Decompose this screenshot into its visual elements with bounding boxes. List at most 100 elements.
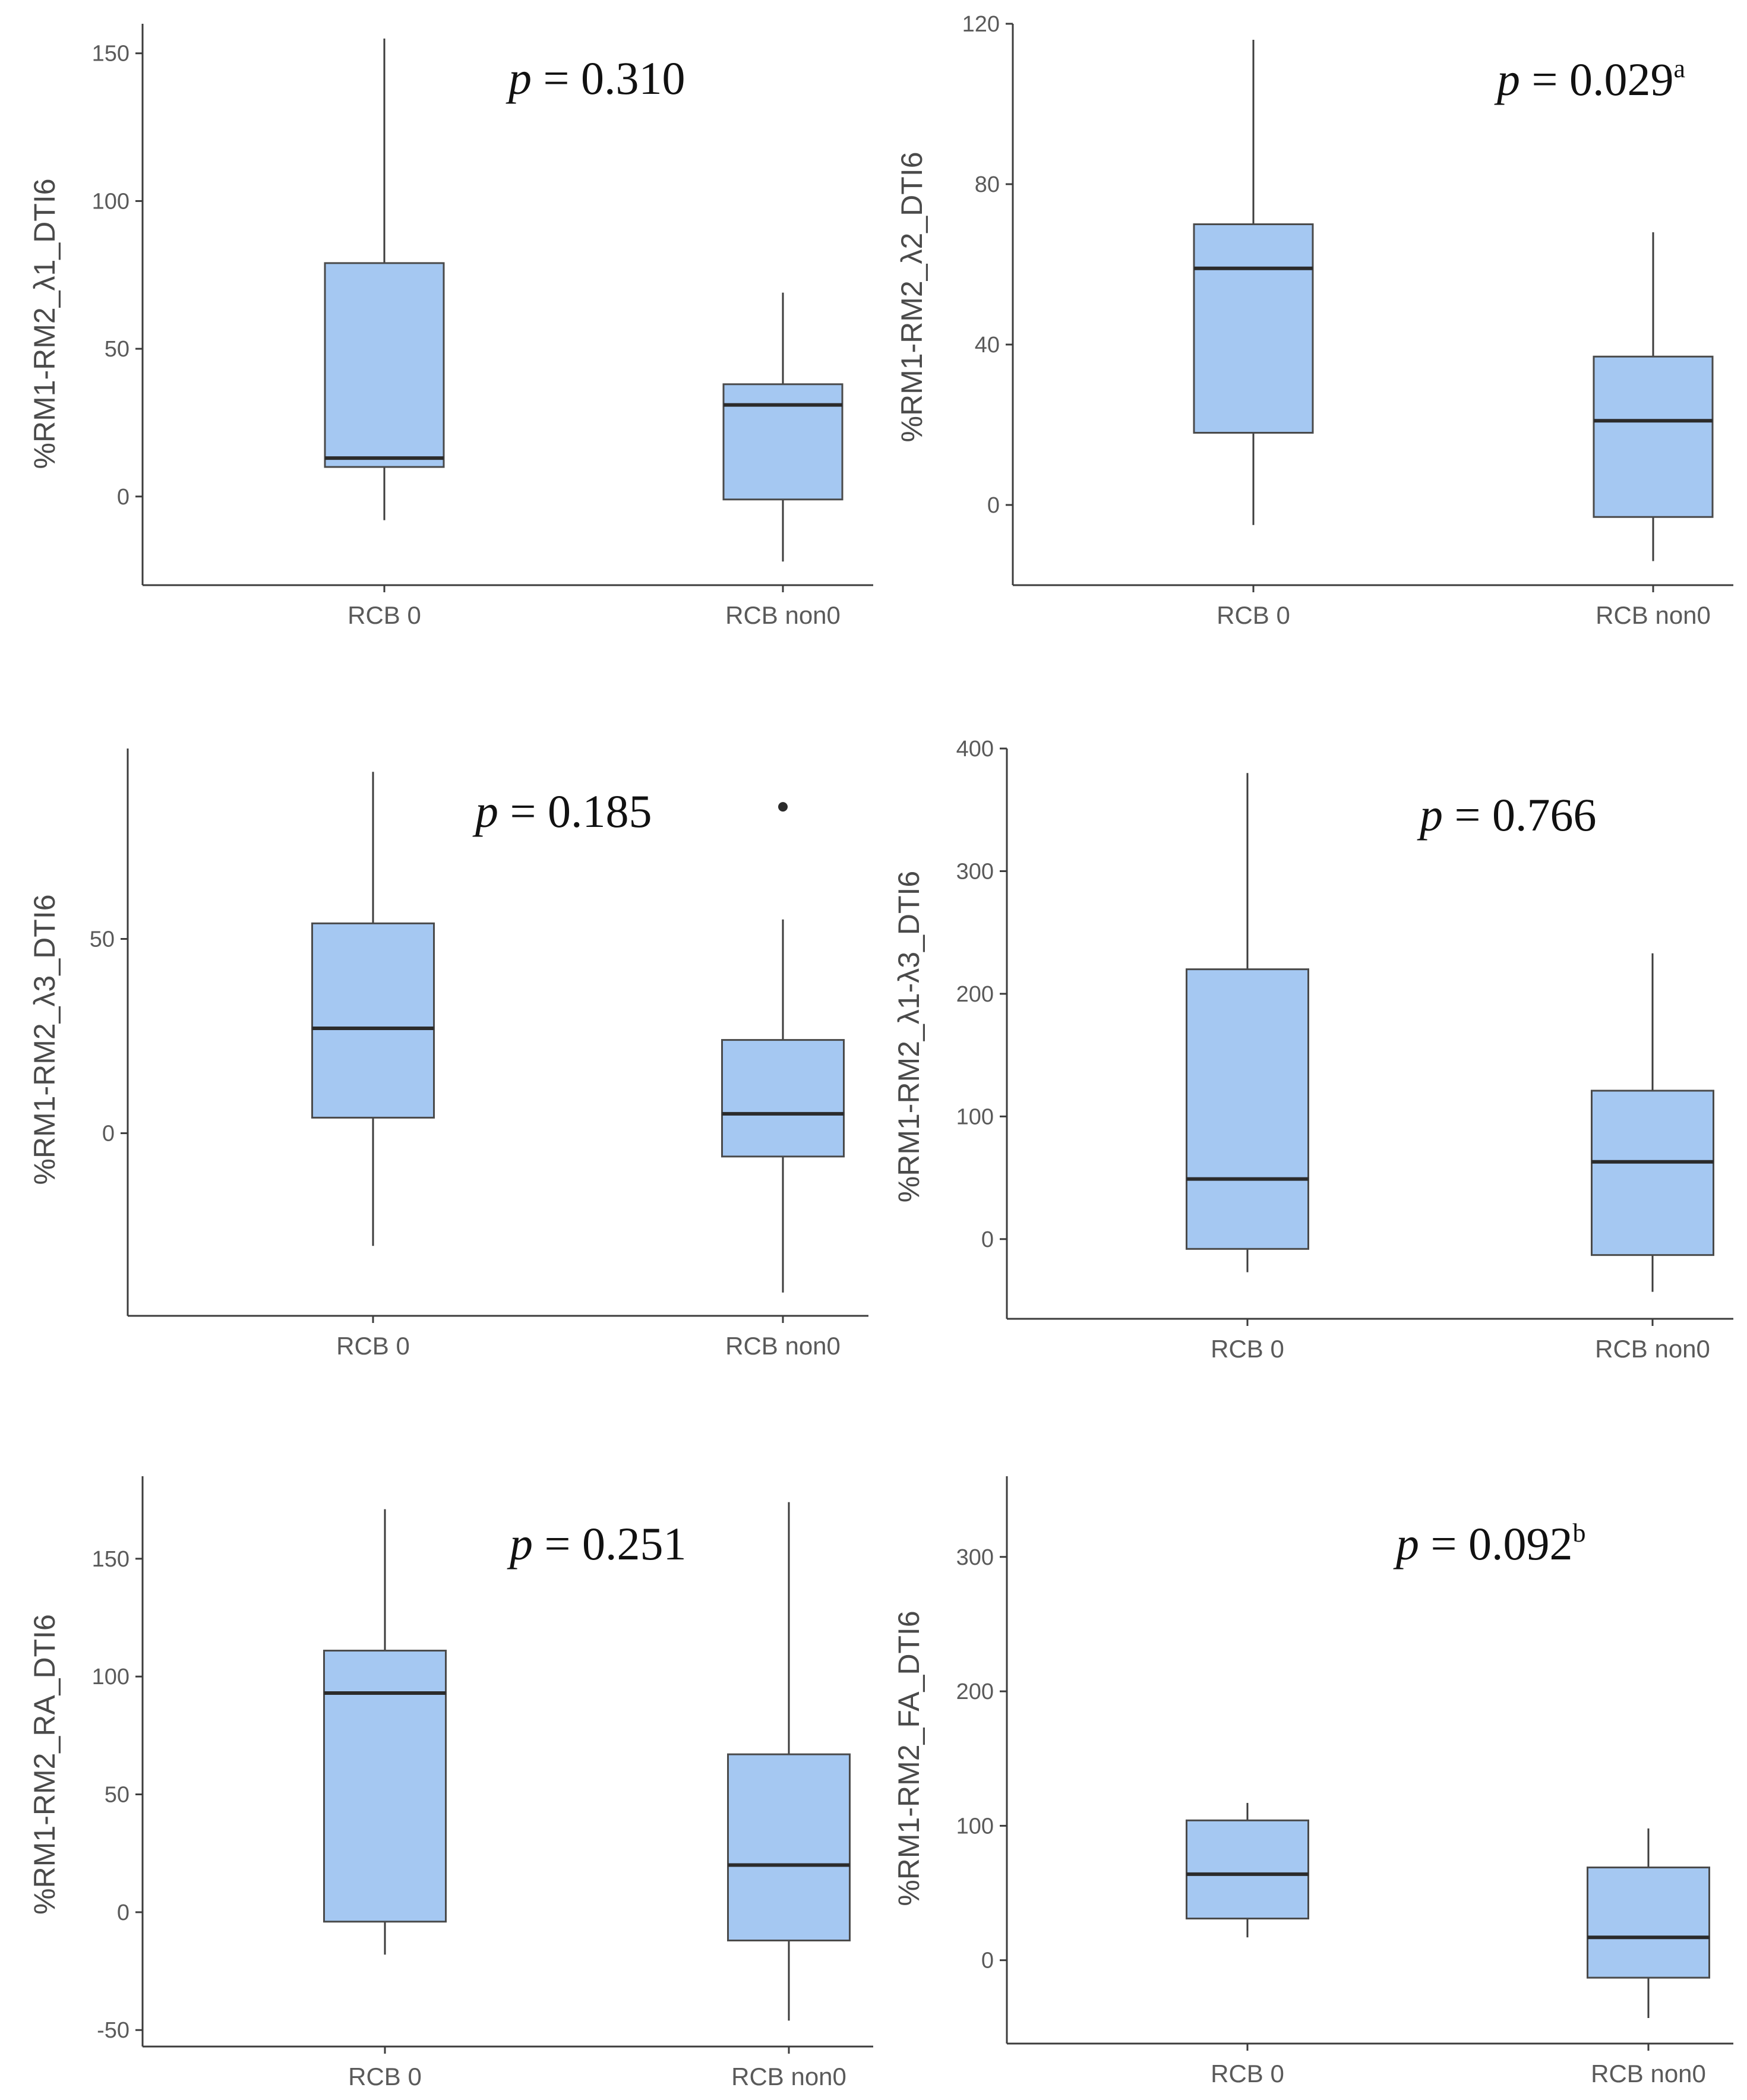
x-category-label: RCB 0 (1211, 1335, 1284, 1363)
iqr-box (1587, 1867, 1710, 1979)
x-category-label: RCB non0 (1591, 2060, 1706, 2088)
iqr-box (1591, 1090, 1714, 1256)
y-tick-label: 0 (102, 1122, 115, 1147)
y-tick-label: 80 (975, 172, 1000, 197)
plot-area: 0 100 200 300 RCB 0 RCB non0 (956, 1476, 1733, 2088)
iqr-box (323, 1650, 447, 1923)
p-superscript: b (1573, 1518, 1586, 1548)
box-rcb-non0 (1593, 232, 1714, 561)
iqr-box (324, 262, 445, 468)
p-symbol: p (472, 785, 498, 837)
panel-4: %RM1-RM2_λ1-λ3_DTI6 p = 0.766 0 100 200 300… (892, 737, 1733, 1363)
iqr-box (1186, 968, 1309, 1250)
y-axis-title: %RM1-RM2_λ2_DTI6 (895, 151, 928, 442)
p-value-text: = 0.310 (532, 52, 685, 104)
y-tick-label: 40 (975, 333, 1000, 358)
y-tick-label: 0 (987, 493, 1000, 518)
x-category-label: RCB 0 (1211, 2060, 1284, 2088)
p-value-annotation: p = 0.029a (1494, 53, 1685, 105)
y-tick-label: 0 (117, 1900, 129, 1925)
p-value-text: = 0.766 (1443, 789, 1597, 841)
p-value-annotation: p = 0.766 (1417, 789, 1597, 841)
y-tick-label: 100 (92, 1665, 129, 1690)
box-rcb-non0 (1591, 953, 1714, 1292)
y-tick-label: 200 (956, 982, 994, 1007)
y-tick-label: 0 (981, 1949, 994, 1973)
p-value-text: = 0.092 (1419, 1518, 1573, 1570)
iqr-box (722, 383, 844, 501)
plot-area: -50 0 50 100 150 RCB 0 RCB non0 (92, 1476, 873, 2090)
y-tick-label: 150 (92, 1547, 129, 1572)
p-superscript: a (1674, 54, 1686, 83)
p-value-text: = 0.029 (1520, 53, 1674, 105)
y-tick-label: 120 (962, 12, 1000, 37)
p-symbol: p (1417, 789, 1443, 841)
y-tick-label: 50 (105, 1783, 129, 1808)
box-rcb-0 (1186, 1802, 1309, 1938)
panel-1: %RM1-RM2_λ1_DTI6 p = 0.310 0 50 100 150 RCB … (28, 24, 873, 629)
p-value-annotation: p = 0.092b (1393, 1518, 1586, 1570)
y-axis-title: %RM1-RM2_λ3_DTI6 (28, 894, 61, 1185)
y-tick-label: 50 (105, 337, 129, 362)
plot-area: 0 40 80 120 RCB 0 RCB non0 (962, 12, 1733, 629)
iqr-box (311, 922, 435, 1119)
y-tick-label: 100 (92, 189, 129, 214)
plot-area: 0 100 200 300 400 RCB 0 RCB non0 (956, 737, 1733, 1363)
y-axis-title: %RM1-RM2_λ1_DTI6 (28, 178, 61, 469)
y-tick-label: 100 (956, 1814, 994, 1839)
panel-2: %RM1-RM2_λ2_DTI6 p = 0.029a 0 40 80 120 RCB … (895, 12, 1733, 629)
panel-5: %RM1-RM2_RA_DTI6 p = 0.251 -50 0 50 100 150 R… (28, 1476, 873, 2090)
x-category-label: RCB non0 (1595, 1335, 1710, 1363)
box-rcb-0 (1193, 40, 1314, 525)
p-symbol: p (506, 52, 532, 104)
p-value-text: = 0.185 (498, 785, 652, 837)
x-category-label: RCB 0 (336, 1332, 410, 1360)
iqr-box (1186, 1819, 1309, 1920)
p-value-text: = 0.251 (533, 1518, 687, 1570)
p-value-annotation: p = 0.185 (472, 785, 652, 837)
x-category-label: RCB 0 (348, 2063, 422, 2090)
panel-3: %RM1-RM2_λ3_DTI6 p = 0.185 0 50 RCB 0 RCB n… (28, 749, 868, 1360)
y-tick-label: 0 (981, 1227, 994, 1252)
p-value-annotation: p = 0.310 (506, 52, 685, 104)
y-tick-label: 150 (92, 42, 129, 67)
y-axis-title: %RM1-RM2_FA_DTI6 (892, 1610, 925, 1906)
x-category-label: RCB non0 (1596, 601, 1711, 629)
p-symbol: p (1494, 53, 1520, 105)
y-tick-label: 200 (956, 1679, 994, 1704)
y-tick-label: 300 (956, 1545, 994, 1570)
p-value-annotation: p = 0.251 (507, 1518, 687, 1570)
iqr-box (727, 1753, 851, 1941)
plot-area: 0 50 RCB 0 RCB non0 (90, 749, 868, 1360)
box-rcb-0 (311, 772, 435, 1246)
box-rcb-non0 (722, 292, 844, 562)
y-axis-title: %RM1-RM2_RA_DTI6 (28, 1614, 61, 1915)
x-category-label: RCB non0 (725, 1332, 841, 1360)
plot-area: 0 50 100 150 RCB 0 RCB non0 (92, 24, 873, 629)
y-axis-title: %RM1-RM2_λ1-λ3_DTI6 (892, 871, 925, 1202)
x-category-label: RCB non0 (725, 601, 841, 629)
outlier-point (778, 802, 788, 812)
y-tick-label: 50 (90, 927, 115, 952)
x-category-label: RCB non0 (731, 2063, 846, 2090)
x-category-label: RCB 0 (347, 601, 421, 629)
y-tick-label: 400 (956, 737, 994, 762)
iqr-box (1593, 355, 1714, 518)
p-symbol: p (507, 1518, 533, 1570)
box-rcb-non0 (721, 802, 845, 1293)
box-rcb-non0 (1587, 1828, 1710, 2019)
box-rcb-non0 (727, 1502, 851, 2021)
y-tick-label: -50 (97, 2018, 129, 2043)
iqr-box (1193, 223, 1314, 434)
p-symbol: p (1393, 1518, 1419, 1570)
y-tick-label: 300 (956, 859, 994, 884)
y-tick-label: 0 (117, 485, 129, 510)
box-rcb-0 (1186, 773, 1309, 1272)
box-rcb-0 (323, 1509, 447, 1955)
iqr-box (721, 1039, 845, 1158)
box-rcb-0 (324, 38, 445, 520)
x-category-label: RCB 0 (1217, 601, 1290, 629)
panel-6: %RM1-RM2_FA_DTI6 p = 0.092b 0 100 200 300 RC… (892, 1476, 1733, 2088)
y-tick-label: 100 (956, 1104, 994, 1129)
